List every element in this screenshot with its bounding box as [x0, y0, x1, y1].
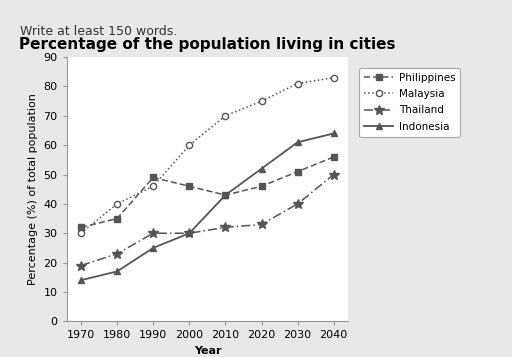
Line: Indonesia: Indonesia: [77, 130, 337, 284]
Text: Write at least 150 words.: Write at least 150 words.: [20, 25, 178, 38]
Philippines: [259, 184, 265, 188]
Indonesia: [331, 131, 337, 136]
Indonesia: [114, 269, 120, 273]
Malaysia: [294, 81, 301, 86]
Indonesia: [150, 246, 156, 250]
Philippines: [294, 170, 301, 174]
Philippines: [150, 175, 156, 180]
Malaysia: [150, 184, 156, 188]
Legend: Philippines, Malaysia, Thailand, Indonesia: Philippines, Malaysia, Thailand, Indones…: [359, 67, 460, 137]
Philippines: [222, 193, 228, 197]
Malaysia: [222, 114, 228, 118]
Thailand: [114, 252, 120, 256]
Indonesia: [259, 166, 265, 171]
X-axis label: Year: Year: [194, 346, 221, 356]
Line: Philippines: Philippines: [78, 154, 336, 230]
Indonesia: [222, 193, 228, 197]
Malaysia: [186, 143, 193, 147]
Y-axis label: Percentage (%) of total population: Percentage (%) of total population: [28, 93, 38, 285]
Indonesia: [186, 231, 193, 235]
Thailand: [222, 225, 228, 230]
Malaysia: [259, 99, 265, 103]
Thailand: [331, 172, 337, 177]
Philippines: [186, 184, 193, 188]
Thailand: [78, 263, 84, 268]
Thailand: [150, 231, 156, 235]
Title: Percentage of the population living in cities: Percentage of the population living in c…: [19, 37, 396, 52]
Line: Malaysia: Malaysia: [78, 75, 337, 236]
Indonesia: [294, 140, 301, 144]
Malaysia: [331, 76, 337, 80]
Thailand: [186, 231, 193, 235]
Thailand: [259, 222, 265, 227]
Malaysia: [78, 231, 84, 235]
Philippines: [114, 216, 120, 221]
Philippines: [331, 155, 337, 159]
Indonesia: [78, 278, 84, 282]
Philippines: [78, 225, 84, 230]
Malaysia: [114, 202, 120, 206]
Thailand: [294, 202, 301, 206]
Line: Thailand: Thailand: [76, 170, 338, 270]
